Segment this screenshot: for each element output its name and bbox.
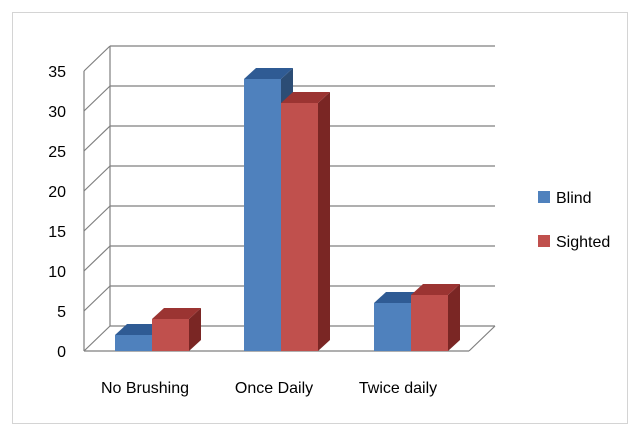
bar-sighted-1: [281, 92, 330, 351]
y-tick-label: 20: [48, 184, 66, 201]
bar-front: [115, 335, 152, 351]
bar-side: [189, 308, 201, 351]
bar-front: [281, 103, 318, 351]
bar-front: [152, 319, 189, 351]
wall-gridline: [83, 125, 111, 152]
wall-gridline: [83, 245, 111, 272]
y-tick-label: 5: [57, 304, 66, 321]
bars: [115, 68, 460, 351]
bar-top: [115, 324, 164, 335]
y-tick-label: 0: [57, 344, 66, 361]
legend-label-blind: Blind: [556, 190, 592, 207]
x-category-label: No Brushing: [101, 380, 189, 397]
bar-top: [281, 92, 330, 103]
bar-front: [411, 295, 448, 351]
bar-top: [244, 68, 293, 79]
x-axis-categories: No Brushing Once Daily Twice daily: [101, 380, 437, 397]
bar-sighted-2: [411, 284, 460, 351]
wall-gridline: [83, 325, 111, 352]
legend-swatch-sighted: [538, 235, 550, 247]
y-tick-label: 35: [48, 64, 66, 81]
wall-gridline: [83, 205, 111, 232]
bar-sighted-0: [152, 308, 201, 351]
legend-label-sighted: Sighted: [556, 234, 610, 251]
x-category-label: Twice daily: [359, 380, 437, 397]
wall-gridline: [83, 45, 111, 72]
bar-top: [411, 284, 460, 295]
bar-front: [374, 303, 411, 351]
bar-front: [244, 79, 281, 351]
y-tick-label: 10: [48, 264, 66, 281]
bar-side: [318, 92, 330, 351]
legend: Blind Sighted: [538, 190, 610, 251]
y-tick-label: 30: [48, 104, 66, 121]
bar-top: [152, 308, 201, 319]
bar-side: [448, 284, 460, 351]
floor-edge-right: [468, 325, 496, 352]
wall-gridline: [83, 85, 111, 112]
bar-top: [374, 292, 423, 303]
y-tick-label: 15: [48, 224, 66, 241]
wall-gridline: [83, 285, 111, 312]
x-category-label: Once Daily: [235, 380, 313, 397]
y-tick-label: 25: [48, 144, 66, 161]
legend-swatch-blind: [538, 191, 550, 203]
y-axis-ticks: 0 5 10 15 20 25 30 35: [48, 64, 66, 361]
wall-gridline: [83, 165, 111, 192]
